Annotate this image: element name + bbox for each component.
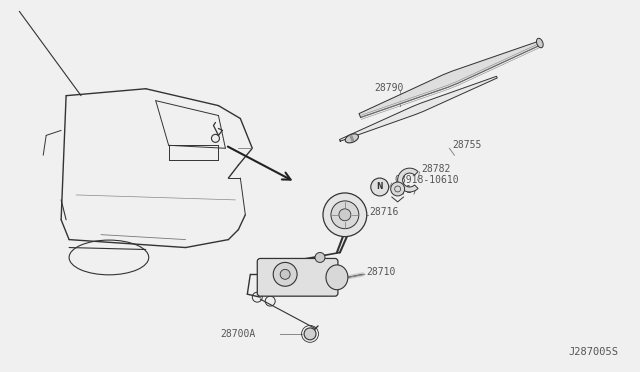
Circle shape	[304, 328, 316, 340]
Text: 28716: 28716	[370, 207, 399, 217]
Circle shape	[390, 182, 404, 196]
Text: 28790: 28790	[375, 83, 404, 93]
Text: 28710: 28710	[367, 267, 396, 278]
Circle shape	[371, 178, 388, 196]
Text: 28782: 28782	[422, 164, 451, 174]
Text: 08918-10610: 08918-10610	[395, 175, 460, 185]
Circle shape	[273, 262, 297, 286]
Polygon shape	[397, 168, 418, 192]
Polygon shape	[359, 41, 541, 118]
Text: (1): (1)	[399, 185, 417, 195]
Circle shape	[315, 253, 325, 262]
Circle shape	[280, 269, 290, 279]
Text: 28755: 28755	[452, 140, 482, 150]
Ellipse shape	[326, 265, 348, 290]
Ellipse shape	[536, 38, 543, 48]
Polygon shape	[340, 76, 497, 141]
Text: 28700A: 28700A	[220, 329, 256, 339]
Circle shape	[323, 193, 367, 237]
Circle shape	[331, 201, 359, 229]
Text: J287005S: J287005S	[569, 347, 619, 357]
Ellipse shape	[345, 134, 358, 143]
Circle shape	[339, 209, 351, 221]
Text: N: N	[376, 183, 383, 192]
FancyBboxPatch shape	[257, 259, 338, 296]
